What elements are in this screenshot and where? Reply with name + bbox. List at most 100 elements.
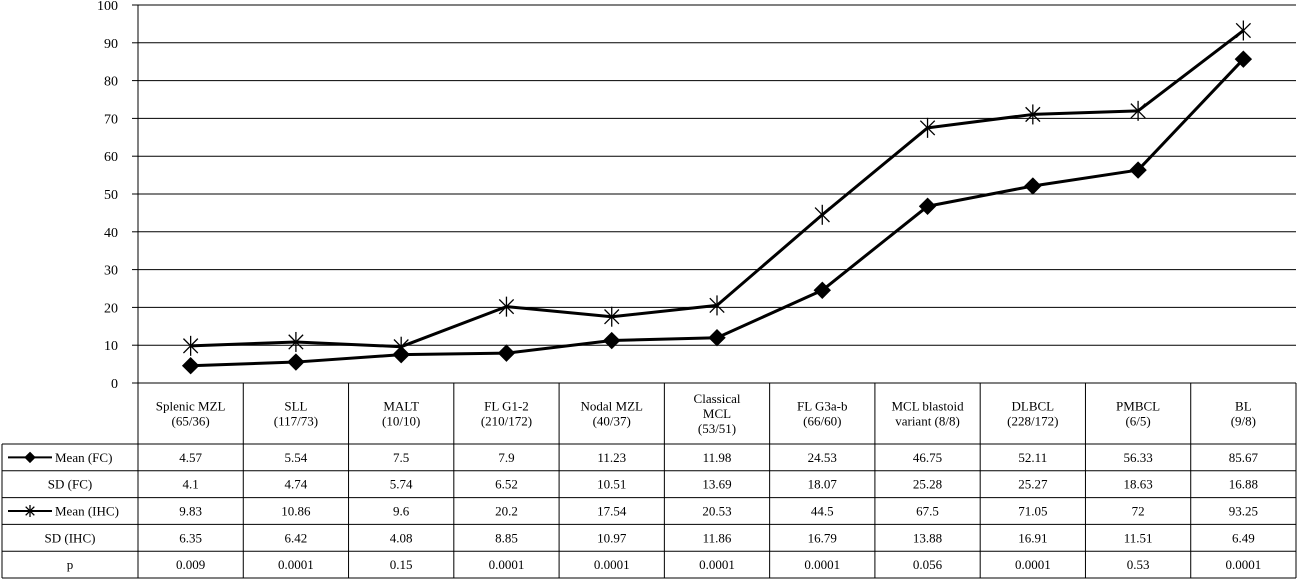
table-cell-value: 0.009 (176, 557, 205, 572)
table-cell-value: 11.51 (1124, 530, 1153, 545)
category-label: (66/60) (803, 414, 841, 429)
table-cell-value: 0.056 (913, 557, 943, 572)
table-cell-value: 0.0001 (1225, 557, 1261, 572)
data-point-diamond (918, 197, 937, 215)
data-point-diamond (1024, 177, 1042, 195)
data-point-asterisk (709, 295, 725, 316)
asterisk-stroke (1235, 22, 1252, 39)
category-label: (210/172) (481, 414, 532, 429)
asterisk-stroke (498, 298, 515, 315)
table-cell-value: 4.57 (179, 450, 202, 465)
table-cell-value: 5.74 (390, 477, 413, 492)
table-cell-value: 0.0001 (594, 557, 630, 572)
category-label: SLL (284, 399, 307, 414)
category-label: FL G1-2 (484, 399, 529, 414)
category-label: (65/36) (171, 414, 209, 429)
category-label: MCL blastoid (891, 399, 964, 414)
table-cell-value: 25.28 (913, 477, 942, 492)
table-cell-value: 9.6 (393, 504, 410, 519)
y-tick-label: 0 (111, 377, 118, 392)
table-cell-value: 11.98 (703, 450, 732, 465)
table-cell-value: 9.83 (179, 504, 202, 519)
table-cell-value: 18.07 (808, 477, 838, 492)
table-cell-value: 4.74 (285, 477, 308, 492)
row-label: p (67, 557, 74, 572)
table-cell-value: 11.86 (703, 530, 732, 545)
table-cell-value: 10.86 (281, 504, 311, 519)
category-label: (117/73) (274, 414, 318, 429)
table-cell-value: 7.9 (498, 450, 514, 465)
asterisk-stroke (1025, 106, 1041, 123)
data-point-asterisk (498, 296, 515, 317)
category-label: MCL (703, 406, 731, 421)
table-cell-value: 16.79 (808, 530, 837, 545)
data-point-asterisk (814, 204, 830, 225)
asterisk-stroke (1130, 103, 1146, 119)
category-label: (10/10) (382, 414, 420, 429)
y-tick-label: 80 (104, 75, 118, 90)
category-label: Classical (694, 391, 741, 406)
table-cell-value: 16.91 (1018, 530, 1047, 545)
data-point-diamond (287, 353, 305, 371)
category-label: FL G3a-b (797, 399, 847, 414)
category-label: variant (8/8) (895, 414, 960, 429)
data-point-asterisk (1130, 100, 1146, 121)
category-label: BL (1235, 399, 1252, 414)
asterisk-stroke (814, 207, 830, 223)
legend-asterisk-marker (25, 505, 35, 517)
category-label: Splenic MZL (156, 399, 226, 414)
table-cell-value: 46.75 (913, 450, 942, 465)
table-cell-value: 6.42 (285, 530, 308, 545)
gridlines (138, 4, 1296, 384)
y-tick-label: 50 (104, 188, 118, 203)
table-cell-value: 93.25 (1229, 504, 1258, 519)
data-point-asterisk (1025, 104, 1041, 125)
table-cell-value: 0.0001 (489, 557, 525, 572)
table-cell-value: 72 (1132, 504, 1145, 519)
asterisk-stroke (709, 297, 725, 314)
asterisk-stroke (393, 339, 409, 355)
table-cell-value: 5.54 (285, 450, 308, 465)
table-cell-value: 6.52 (495, 477, 518, 492)
data-point-diamond (603, 331, 621, 350)
table-cell-value: 6.35 (179, 530, 202, 545)
category-label: DLBCL (1012, 399, 1055, 414)
row-label: Mean (IHC) (55, 504, 119, 519)
data-point-asterisk (919, 117, 936, 138)
asterisk-stroke (604, 309, 620, 325)
table-cell-value: 13.88 (913, 530, 942, 545)
data-point-diamond (708, 329, 726, 347)
data-point-asterisk (604, 306, 620, 327)
table-cell-value: 0.0001 (278, 557, 314, 572)
category-label: (228/172) (1007, 414, 1058, 429)
series-lines (181, 20, 1253, 375)
table-cell-value: 20.53 (702, 504, 731, 519)
data-point-diamond (813, 281, 831, 299)
category-label: (6/5) (1125, 414, 1150, 429)
data-point-asterisk (182, 335, 199, 356)
table-cell-value: 71.05 (1018, 504, 1047, 519)
series-line-mean-fc (190, 58, 1245, 368)
table-cell-value: 0.0001 (804, 557, 840, 572)
data-point-asterisk (1235, 20, 1252, 41)
table-cell-value: 16.88 (1229, 477, 1258, 492)
y-tick-label: 100 (97, 0, 118, 14)
data-point-diamond (1234, 50, 1253, 68)
category-label: (53/51) (698, 421, 736, 436)
category-label: Nodal MZL (580, 399, 643, 414)
row-label: Mean (FC) (55, 450, 112, 465)
asterisk-stroke (919, 120, 936, 136)
table-cell-value: 0.0001 (699, 557, 735, 572)
table-cell-value: 25.27 (1018, 477, 1048, 492)
y-tick-label: 90 (104, 37, 118, 52)
category-label: MALT (383, 399, 419, 414)
table-cell-value: 7.5 (393, 450, 409, 465)
table-cell-value: 18.63 (1123, 477, 1152, 492)
y-tick-label: 70 (104, 112, 118, 127)
data-point-diamond (181, 357, 200, 375)
table-cell-value: 4.1 (183, 477, 199, 492)
table-cell-value: 24.53 (808, 450, 837, 465)
table-cell-value: 56.33 (1123, 450, 1152, 465)
category-label: PMBCL (1116, 399, 1160, 414)
